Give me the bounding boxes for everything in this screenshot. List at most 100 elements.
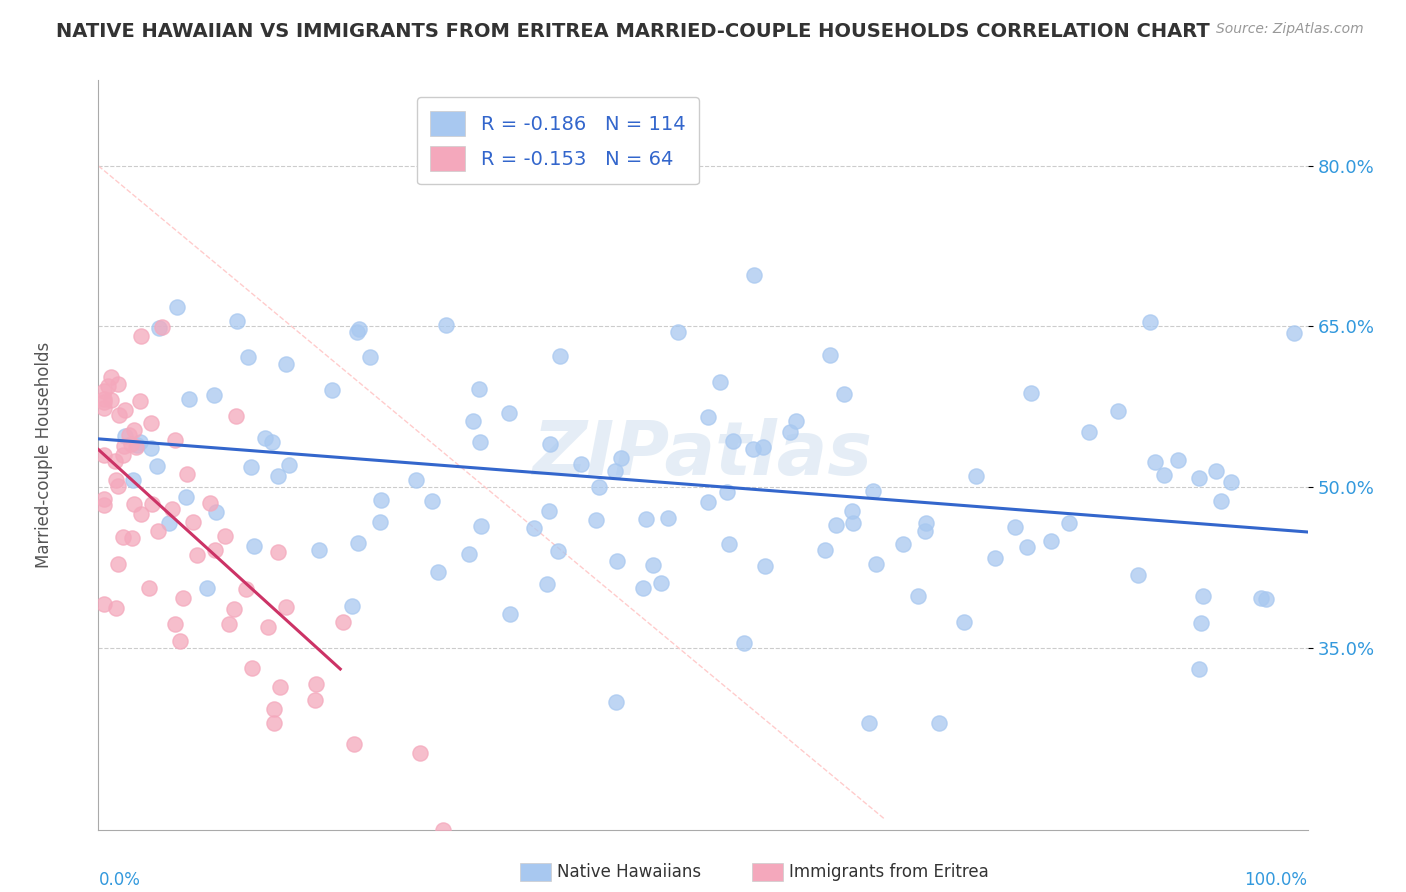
Point bbox=[523, 521, 546, 535]
Point bbox=[141, 497, 163, 511]
Point bbox=[666, 325, 689, 339]
Point bbox=[93, 498, 115, 512]
Point bbox=[198, 496, 221, 510]
Point bbox=[269, 680, 291, 694]
Point bbox=[163, 616, 186, 631]
Point bbox=[631, 581, 654, 595]
Point bbox=[205, 505, 228, 519]
Point bbox=[458, 547, 481, 561]
Point bbox=[129, 328, 152, 343]
Point bbox=[176, 467, 198, 481]
Point bbox=[125, 440, 148, 454]
Point bbox=[274, 357, 297, 371]
Point bbox=[1139, 315, 1161, 329]
Point bbox=[93, 392, 115, 407]
Point bbox=[105, 473, 128, 487]
Text: NATIVE HAWAIIAN VS IMMIGRANTS FROM ERITREA MARRIED-COUPLE HOUSEHOLDS CORRELATION: NATIVE HAWAIIAN VS IMMIGRANTS FROM ERITR… bbox=[56, 22, 1211, 41]
Point bbox=[537, 504, 560, 518]
Point bbox=[146, 459, 169, 474]
Point bbox=[129, 393, 152, 408]
Point bbox=[218, 617, 240, 632]
Point bbox=[891, 537, 914, 551]
Point bbox=[432, 822, 454, 837]
Point bbox=[536, 576, 558, 591]
Point bbox=[1126, 567, 1149, 582]
Point bbox=[605, 464, 627, 478]
Point bbox=[696, 409, 718, 424]
Point bbox=[1191, 589, 1213, 603]
Point bbox=[641, 558, 664, 572]
Point bbox=[409, 746, 432, 760]
Point bbox=[176, 490, 198, 504]
Point bbox=[752, 440, 775, 454]
Point bbox=[93, 448, 115, 462]
Point bbox=[709, 375, 731, 389]
Point bbox=[468, 435, 491, 450]
Point bbox=[253, 432, 276, 446]
Point bbox=[129, 434, 152, 449]
Point bbox=[267, 545, 290, 559]
Point bbox=[588, 480, 610, 494]
Point bbox=[150, 319, 173, 334]
Point bbox=[224, 602, 246, 616]
Point bbox=[204, 388, 226, 402]
Point bbox=[139, 417, 162, 431]
Text: Native Hawaiians: Native Hawaiians bbox=[557, 863, 702, 881]
Point bbox=[93, 597, 115, 611]
Point bbox=[1188, 662, 1211, 676]
Point bbox=[569, 457, 592, 471]
Point bbox=[111, 530, 134, 544]
Point bbox=[169, 633, 191, 648]
Point bbox=[195, 581, 218, 595]
Point bbox=[779, 425, 801, 440]
Point bbox=[347, 322, 370, 336]
Point bbox=[434, 318, 457, 332]
Point bbox=[1189, 615, 1212, 630]
Point bbox=[146, 524, 169, 539]
Legend: R = -0.186   N = 114, R = -0.153   N = 64: R = -0.186 N = 114, R = -0.153 N = 64 bbox=[416, 97, 699, 185]
Point bbox=[107, 409, 129, 423]
Point bbox=[346, 325, 368, 339]
Point bbox=[114, 402, 136, 417]
Point bbox=[742, 442, 765, 457]
Point bbox=[263, 702, 285, 716]
Point bbox=[468, 382, 491, 396]
Point bbox=[121, 531, 143, 545]
Point bbox=[257, 620, 280, 634]
Point bbox=[928, 715, 950, 730]
Point bbox=[824, 518, 846, 533]
Point bbox=[1057, 516, 1080, 531]
Point bbox=[274, 600, 297, 615]
Point bbox=[93, 401, 115, 415]
Point bbox=[548, 349, 571, 363]
Point bbox=[1040, 534, 1063, 549]
Point bbox=[983, 551, 1005, 566]
Point bbox=[236, 351, 259, 365]
Text: 0.0%: 0.0% bbox=[98, 871, 141, 888]
Point bbox=[1282, 326, 1305, 340]
Point bbox=[308, 543, 330, 558]
Point bbox=[1209, 493, 1232, 508]
Point bbox=[657, 511, 679, 525]
Point bbox=[1220, 475, 1243, 490]
Point bbox=[610, 450, 633, 465]
Point bbox=[605, 695, 627, 709]
Point bbox=[157, 516, 180, 531]
Point bbox=[858, 715, 880, 730]
Point bbox=[343, 737, 366, 751]
Point bbox=[93, 491, 115, 506]
Point bbox=[370, 515, 392, 529]
Point bbox=[179, 392, 201, 406]
Point bbox=[754, 558, 776, 573]
Point bbox=[148, 321, 170, 335]
Point bbox=[263, 716, 285, 731]
Point bbox=[697, 495, 720, 509]
Text: 100.0%: 100.0% bbox=[1244, 871, 1308, 888]
Point bbox=[122, 423, 145, 437]
Point bbox=[1107, 404, 1129, 418]
Point bbox=[138, 582, 160, 596]
Point bbox=[965, 469, 987, 483]
Point bbox=[340, 599, 363, 614]
Point bbox=[1250, 591, 1272, 606]
Point bbox=[914, 516, 936, 531]
